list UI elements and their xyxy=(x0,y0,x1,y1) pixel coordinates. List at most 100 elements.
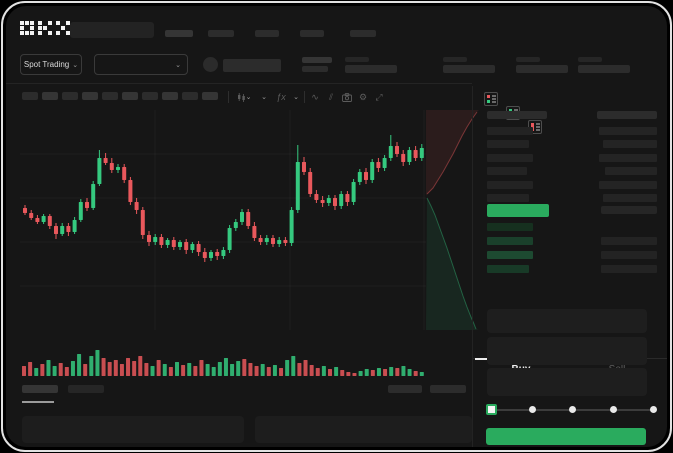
candle-5 xyxy=(47,214,52,229)
candle-style-dropdown[interactable]: ⌄ xyxy=(234,90,254,104)
volume-bar-63 xyxy=(401,366,406,376)
book-combined-icon[interactable] xyxy=(484,92,498,106)
drawing-tool-10[interactable] xyxy=(202,92,218,100)
candle-14 xyxy=(103,153,108,165)
bottom-tab-active[interactable] xyxy=(22,385,58,393)
candle-37 xyxy=(246,209,251,229)
candle-53 xyxy=(345,191,350,206)
amount-input[interactable] xyxy=(487,337,647,365)
volume-bar-62 xyxy=(395,368,400,376)
volume-bar-9 xyxy=(70,361,75,376)
bottom-panel-right xyxy=(255,416,472,443)
volume-bar-13 xyxy=(95,350,100,376)
candle-64 xyxy=(413,146,418,161)
snapshot-button[interactable] xyxy=(340,90,354,104)
volume-bar-12 xyxy=(89,356,94,376)
nav-item-2[interactable] xyxy=(208,30,234,37)
bid-row-1[interactable] xyxy=(487,223,657,231)
indicators-button[interactable]: ƒx xyxy=(274,90,288,104)
candle-33 xyxy=(221,247,226,259)
bottom-tab-2[interactable] xyxy=(68,385,104,393)
draw-tool-button[interactable]: ⫽ xyxy=(324,90,338,104)
market-type-label: Spot Trading xyxy=(23,60,70,69)
bottom-action-1[interactable] xyxy=(388,385,422,393)
nav-item-3[interactable] xyxy=(255,30,279,37)
drawing-tool-3[interactable] xyxy=(62,92,78,100)
slider-stop-75pct[interactable] xyxy=(609,406,617,413)
ask-row-1[interactable] xyxy=(487,127,657,135)
overlay-dropdown[interactable]: ⌄ xyxy=(290,90,302,104)
stat3-label xyxy=(516,57,540,62)
volume-bar-60 xyxy=(383,369,388,376)
last-price-highlight xyxy=(487,204,549,217)
volume-bar-41 xyxy=(266,367,271,376)
bid-row-2[interactable] xyxy=(487,237,657,245)
volume-bar-1 xyxy=(22,366,26,376)
ask-row-6[interactable] xyxy=(487,194,657,202)
stat4-value xyxy=(578,65,630,73)
stat-price-line1 xyxy=(302,57,332,63)
interval-dropdown[interactable]: ⌄ xyxy=(258,90,270,104)
volume-bar-45 xyxy=(291,356,296,376)
drawing-tool-4[interactable] xyxy=(82,92,98,100)
ask-row-2[interactable] xyxy=(487,140,657,149)
bid-row-3[interactable] xyxy=(487,251,657,259)
price-input[interactable] xyxy=(487,309,647,333)
chevron-down-icon: ⌄ xyxy=(72,61,79,69)
ask-row-4[interactable] xyxy=(487,167,657,176)
volume-bar-36 xyxy=(236,361,241,376)
candle-11 xyxy=(85,198,89,211)
bottom-tab-underline xyxy=(22,401,54,403)
candle-13 xyxy=(97,150,102,186)
volume-bar-3 xyxy=(34,368,39,376)
candle-31 xyxy=(209,250,213,261)
drawing-tool-5[interactable] xyxy=(102,92,118,100)
slider-stop-25pct[interactable] xyxy=(528,406,536,413)
market-type-dropdown[interactable]: Spot Trading ⌄ xyxy=(20,54,82,75)
volume-bar-6 xyxy=(52,366,57,376)
candle-4 xyxy=(41,214,46,224)
candle-24 xyxy=(165,238,170,248)
line-tool-button[interactable]: ∿ xyxy=(308,90,322,104)
nav-item-1[interactable] xyxy=(165,30,193,37)
chart-settings-button[interactable]: ⚙ xyxy=(356,90,370,104)
drawing-tool-9[interactable] xyxy=(182,92,198,100)
candle-39 xyxy=(258,235,263,245)
drawing-tool-8[interactable] xyxy=(162,92,178,100)
volume-bar-30 xyxy=(199,360,204,376)
candlestick-chart[interactable] xyxy=(20,110,426,330)
bid-row-4[interactable] xyxy=(487,265,657,273)
candle-32 xyxy=(215,249,220,260)
volume-bar-15 xyxy=(107,362,112,376)
volume-bar-18 xyxy=(126,358,131,376)
volume-bar-28 xyxy=(187,363,192,376)
nav-item-4[interactable] xyxy=(300,30,324,37)
candle-23 xyxy=(159,234,164,248)
fullscreen-button[interactable]: ⤢ xyxy=(372,90,386,104)
candle-9 xyxy=(72,217,77,234)
drawing-tool-7[interactable] xyxy=(142,92,158,100)
coin-avatar xyxy=(203,57,218,72)
slider-stop-50pct[interactable] xyxy=(569,406,576,413)
candle-49 xyxy=(320,196,325,207)
drawing-tool-6[interactable] xyxy=(122,92,138,100)
volume-bar-53 xyxy=(340,370,345,376)
slider-handle[interactable] xyxy=(486,404,497,415)
volume-bar-50 xyxy=(321,366,326,376)
drawing-tool-2[interactable] xyxy=(42,92,58,100)
asks-depth-area xyxy=(426,110,479,196)
candle-54 xyxy=(351,179,356,205)
drawing-tool-1[interactable] xyxy=(22,92,38,100)
ask-row-5[interactable] xyxy=(487,180,657,189)
search-input[interactable] xyxy=(70,22,154,38)
total-input[interactable] xyxy=(487,368,647,396)
nav-item-5[interactable] xyxy=(350,30,376,37)
slider-stop-100pct[interactable] xyxy=(650,406,657,413)
ask-row-3[interactable] xyxy=(487,153,657,162)
candle-30 xyxy=(202,248,207,262)
pair-dropdown[interactable]: ⌄ xyxy=(94,54,188,75)
buy-submit-button[interactable] xyxy=(486,428,646,445)
last-price-amount xyxy=(601,206,657,214)
bottom-action-2[interactable] xyxy=(430,385,466,393)
stat3-value xyxy=(516,65,568,73)
